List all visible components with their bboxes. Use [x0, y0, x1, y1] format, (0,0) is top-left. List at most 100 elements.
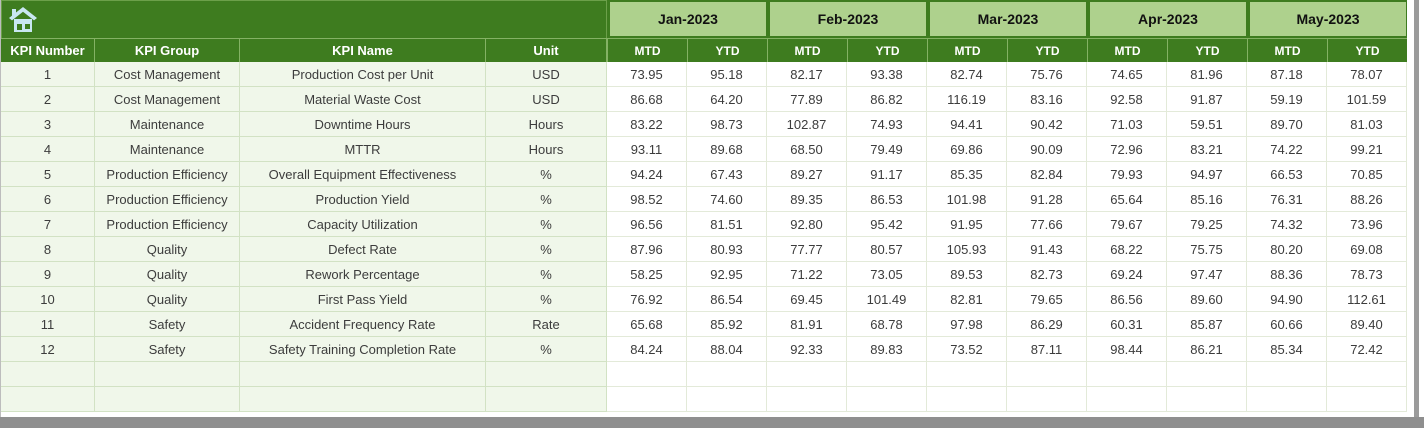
cell-unit[interactable]: % [486, 212, 607, 237]
subheader-jan-2023-ytd[interactable]: YTD [687, 38, 767, 62]
cell-value[interactable]: 98.44 [1087, 337, 1167, 362]
cell-value[interactable]: 95.42 [847, 212, 927, 237]
cell-value[interactable]: 87.11 [1007, 337, 1087, 362]
cell-value[interactable]: 72.42 [1327, 337, 1407, 362]
cell-empty[interactable] [1247, 362, 1327, 387]
cell-value[interactable]: 69.45 [767, 287, 847, 312]
cell-value[interactable]: 90.09 [1007, 137, 1087, 162]
cell-value[interactable]: 86.68 [607, 87, 687, 112]
cell-value[interactable]: 101.98 [927, 187, 1007, 212]
cell-value[interactable]: 89.60 [1167, 287, 1247, 312]
cell-value[interactable]: 74.22 [1247, 137, 1327, 162]
cell-value[interactable]: 89.27 [767, 162, 847, 187]
cell-value[interactable]: 96.56 [607, 212, 687, 237]
cell-value[interactable]: 94.90 [1247, 287, 1327, 312]
cell-value[interactable]: 99.21 [1327, 137, 1407, 162]
cell-unit[interactable]: Rate [486, 312, 607, 337]
cell-kpi-number[interactable]: 10 [1, 287, 95, 312]
col-header-unit[interactable]: Unit [486, 38, 607, 62]
cell-value[interactable]: 91.95 [927, 212, 1007, 237]
cell-empty[interactable] [1007, 387, 1087, 412]
cell-value[interactable]: 79.67 [1087, 212, 1167, 237]
cell-kpi-number[interactable]: 8 [1, 237, 95, 262]
cell-value[interactable]: 94.41 [927, 112, 1007, 137]
cell-kpi-group[interactable]: Quality [95, 237, 240, 262]
cell-kpi-group[interactable]: Production Efficiency [95, 187, 240, 212]
cell-value[interactable]: 91.87 [1167, 87, 1247, 112]
cell-value[interactable]: 95.18 [687, 62, 767, 87]
cell-empty[interactable] [1007, 362, 1087, 387]
cell-value[interactable]: 82.17 [767, 62, 847, 87]
cell-value[interactable]: 79.49 [847, 137, 927, 162]
cell-value[interactable]: 80.93 [687, 237, 767, 262]
cell-value[interactable]: 89.70 [1247, 112, 1327, 137]
cell-value[interactable]: 65.68 [607, 312, 687, 337]
cell-kpi-number[interactable]: 12 [1, 337, 95, 362]
cell-value[interactable]: 74.32 [1247, 212, 1327, 237]
cell-value[interactable]: 74.93 [847, 112, 927, 137]
cell-kpi-number[interactable]: 1 [1, 62, 95, 87]
cell-value[interactable]: 80.57 [847, 237, 927, 262]
cell-value[interactable]: 74.65 [1087, 62, 1167, 87]
cell-value[interactable]: 81.51 [687, 212, 767, 237]
cell-value[interactable]: 82.74 [927, 62, 1007, 87]
cell-value[interactable]: 76.31 [1247, 187, 1327, 212]
cell-value[interactable]: 73.05 [847, 262, 927, 287]
col-header-kpi-group[interactable]: KPI Group [95, 38, 240, 62]
cell-value[interactable]: 79.25 [1167, 212, 1247, 237]
cell-kpi-group[interactable]: Production Efficiency [95, 212, 240, 237]
cell-kpi-group[interactable]: Safety [95, 312, 240, 337]
cell-kpi-name[interactable]: Production Cost per Unit [240, 62, 486, 87]
cell-value[interactable]: 78.73 [1327, 262, 1407, 287]
cell-value[interactable]: 93.11 [607, 137, 687, 162]
cell-value[interactable]: 60.31 [1087, 312, 1167, 337]
cell-unit[interactable]: % [486, 337, 607, 362]
cell-unit[interactable]: % [486, 162, 607, 187]
cell-unit[interactable]: USD [486, 87, 607, 112]
cell-value[interactable]: 83.21 [1167, 137, 1247, 162]
cell-empty[interactable] [1087, 362, 1167, 387]
cell-value[interactable]: 98.73 [687, 112, 767, 137]
cell-value[interactable]: 79.93 [1087, 162, 1167, 187]
cell-kpi-group[interactable]: Safety [95, 337, 240, 362]
cell-value[interactable]: 86.21 [1167, 337, 1247, 362]
cell-value[interactable]: 91.28 [1007, 187, 1087, 212]
cell-value[interactable]: 68.78 [847, 312, 927, 337]
cell-value[interactable]: 105.93 [927, 237, 1007, 262]
cell-value[interactable]: 94.24 [607, 162, 687, 187]
cell-value[interactable]: 89.35 [767, 187, 847, 212]
cell-unit[interactable]: Hours [486, 112, 607, 137]
cell-value[interactable]: 67.43 [687, 162, 767, 187]
month-header-mar-2023[interactable]: Mar-2023 [930, 2, 1086, 36]
cell-value[interactable]: 98.52 [607, 187, 687, 212]
cell-empty[interactable] [95, 387, 240, 412]
cell-kpi-group[interactable]: Production Efficiency [95, 162, 240, 187]
cell-kpi-name[interactable]: Safety Training Completion Rate [240, 337, 486, 362]
month-header-jan-2023[interactable]: Jan-2023 [610, 2, 766, 36]
cell-value[interactable]: 73.95 [607, 62, 687, 87]
cell-value[interactable]: 86.56 [1087, 287, 1167, 312]
cell-value[interactable]: 73.52 [927, 337, 1007, 362]
cell-kpi-number[interactable]: 5 [1, 162, 95, 187]
cell-value[interactable]: 101.49 [847, 287, 927, 312]
cell-empty[interactable] [847, 362, 927, 387]
home-button[interactable] [8, 7, 38, 34]
cell-value[interactable]: 69.86 [927, 137, 1007, 162]
cell-value[interactable]: 86.54 [687, 287, 767, 312]
month-header-feb-2023[interactable]: Feb-2023 [770, 2, 926, 36]
cell-value[interactable]: 91.43 [1007, 237, 1087, 262]
cell-unit[interactable]: % [486, 287, 607, 312]
cell-kpi-group[interactable]: Maintenance [95, 137, 240, 162]
cell-empty[interactable] [847, 387, 927, 412]
cell-kpi-name[interactable]: Capacity Utilization [240, 212, 486, 237]
cell-empty[interactable] [927, 387, 1007, 412]
cell-value[interactable]: 59.51 [1167, 112, 1247, 137]
cell-value[interactable]: 65.64 [1087, 187, 1167, 212]
cell-empty[interactable] [240, 387, 486, 412]
cell-value[interactable]: 89.68 [687, 137, 767, 162]
cell-kpi-number[interactable]: 11 [1, 312, 95, 337]
cell-kpi-number[interactable]: 2 [1, 87, 95, 112]
cell-value[interactable]: 85.87 [1167, 312, 1247, 337]
cell-kpi-name[interactable]: Defect Rate [240, 237, 486, 262]
cell-empty[interactable] [1247, 387, 1327, 412]
